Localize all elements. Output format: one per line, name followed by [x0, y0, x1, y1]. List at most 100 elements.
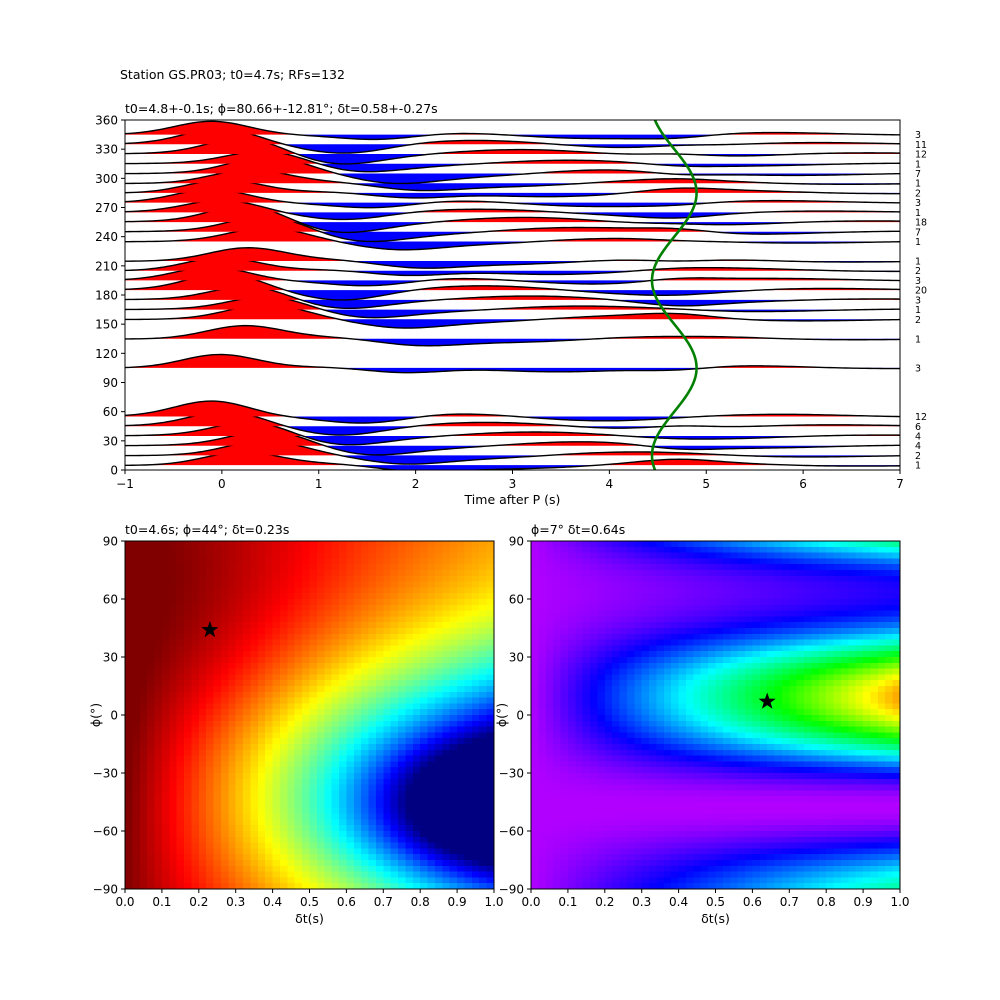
- heatmap-cell: [427, 883, 436, 890]
- heatmap-cell: [139, 767, 148, 774]
- heatmap-cell: [390, 877, 399, 884]
- trace-line: [125, 257, 900, 277]
- heatmap-cell: [228, 680, 237, 687]
- heatmap-cell: [567, 767, 576, 774]
- heatmap-cell: [442, 599, 451, 606]
- heatmap-cell: [309, 593, 318, 600]
- heatmap-cell: [745, 680, 753, 687]
- heatmap-cell: [420, 633, 429, 641]
- heatmap-cell: [427, 552, 436, 559]
- heatmap-cell: [663, 819, 672, 826]
- heatmap-cell: [708, 628, 717, 635]
- heatmap-cell: [479, 703, 488, 710]
- heatmap-cell: [434, 546, 443, 554]
- heatmap-cell: [139, 796, 148, 803]
- heatmap-cell: [243, 628, 252, 635]
- heatmap-cell: [590, 668, 599, 675]
- heatmap-cell: [169, 616, 178, 623]
- heatmap-cell: [361, 686, 370, 693]
- heatmap-cell: [243, 761, 252, 768]
- heatmap-cell: [730, 802, 739, 809]
- heatmap-cell: [700, 546, 709, 554]
- heatmap-cell: [685, 877, 694, 884]
- heatmap-cell: [147, 738, 156, 745]
- heatmap-cell: [567, 703, 576, 710]
- heatmap-cell: [626, 860, 635, 867]
- x-tick-label: 0.4: [263, 895, 282, 909]
- heatmap-cell: [737, 848, 746, 855]
- heatmap-cell: [147, 802, 156, 809]
- heatmap-cell: [316, 726, 325, 733]
- y-tick-label: −30: [93, 767, 118, 781]
- heatmap-cell: [671, 871, 680, 878]
- heatmap-cell: [139, 703, 148, 710]
- heatmap-cell: [737, 854, 746, 861]
- heatmap-cell: [626, 587, 635, 594]
- heatmap-cell: [730, 784, 739, 791]
- heatmap-cell: [309, 848, 318, 855]
- heatmap-cell: [538, 628, 547, 635]
- heatmap-cell: [235, 639, 244, 646]
- heatmap-cell: [604, 593, 613, 600]
- heatmap-cell: [722, 633, 731, 641]
- heatmap-cell: [590, 749, 599, 757]
- heatmap-cell: [287, 796, 296, 803]
- heatmap-cell: [619, 686, 628, 693]
- heatmap-cell: [331, 546, 340, 554]
- heatmap-cell: [125, 744, 133, 751]
- heatmap-cell: [147, 570, 156, 577]
- heatmap-cell: [154, 761, 163, 768]
- heatmap-cell: [612, 767, 621, 774]
- heatmap-cell: [464, 726, 473, 733]
- heatmap-cell: [597, 628, 606, 635]
- heatmap-cell: [641, 726, 650, 733]
- heatmap-cell: [560, 541, 569, 548]
- heatmap-cell: [678, 767, 687, 774]
- heatmap-cell: [538, 761, 547, 768]
- heatmap-cell: [191, 558, 200, 565]
- heatmap-cell: [339, 668, 347, 675]
- heatmap-cell: [147, 686, 156, 693]
- heatmap-cell: [649, 842, 658, 849]
- heatmap-cell: [656, 744, 665, 751]
- heatmap-cell: [442, 575, 451, 583]
- heatmap-cell: [656, 865, 665, 873]
- heatmap-cell: [730, 697, 739, 704]
- heatmap-cell: [368, 622, 377, 629]
- heatmap-cell: [663, 807, 672, 815]
- heatmap-cell: [316, 813, 325, 820]
- heatmap-cell: [626, 633, 635, 641]
- heatmap-cell: [132, 564, 141, 571]
- heatmap-cell: [383, 877, 392, 884]
- heatmap-cell: [420, 691, 429, 699]
- heatmap-cell: [191, 564, 200, 571]
- heatmap-cell: [257, 575, 266, 583]
- heatmap-cell: [590, 778, 599, 786]
- heatmap-cell: [383, 593, 392, 600]
- heatmap-cell: [693, 622, 702, 629]
- heatmap-cell: [471, 871, 480, 878]
- heatmap-cell: [700, 604, 709, 612]
- heatmap-cell: [560, 784, 569, 791]
- heatmap-cell: [575, 744, 584, 751]
- heatmap-cell: [641, 709, 650, 716]
- heatmap-cell: [324, 709, 333, 716]
- heatmap-cell: [161, 767, 170, 774]
- heatmap-cell: [700, 726, 709, 733]
- heatmap-cell: [154, 860, 163, 867]
- heatmap-cell: [228, 755, 237, 762]
- heatmap-cell: [287, 732, 296, 739]
- heatmap-cell: [582, 645, 591, 652]
- heatmap-cell: [649, 616, 658, 623]
- heatmap-cell: [619, 662, 628, 670]
- heatmap-cell: [368, 633, 377, 641]
- heatmap-cell: [206, 575, 215, 583]
- heatmap-cell: [125, 773, 133, 780]
- heatmap-cell: [427, 564, 436, 571]
- heatmap-cell: [730, 662, 739, 670]
- heatmap-cell: [545, 842, 554, 849]
- heatmap-cell: [715, 848, 724, 855]
- heatmap-cell: [191, 749, 200, 757]
- heatmap-cell: [272, 761, 281, 768]
- heatmap-cell: [272, 651, 281, 658]
